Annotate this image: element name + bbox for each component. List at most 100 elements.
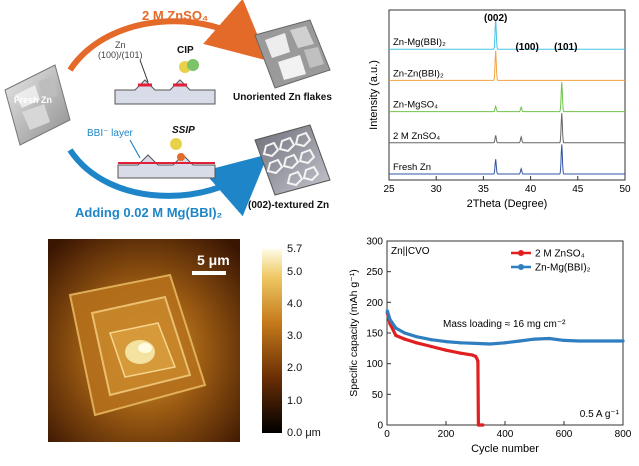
cycling-data-point: [488, 342, 492, 346]
xrd-x-tick-label: 50: [619, 184, 631, 195]
cycling-x-tick-label: 200: [438, 429, 455, 440]
cycling-data-point: [518, 339, 522, 343]
cycling-data-point: [473, 341, 478, 346]
xrd-x-tick-label: 35: [478, 184, 490, 195]
xrd-x-tick-label: 25: [383, 184, 395, 195]
cycling-data-point: [403, 331, 407, 335]
xrd-series-label: Zn-Zn(BBI)₂: [393, 68, 444, 79]
xrd-plot-frame: [388, 9, 626, 181]
colorbar-tick-label: 5.0: [287, 265, 303, 278]
colorbar-tick-label: 3.0: [287, 330, 303, 343]
colorbar-tick-label: 4.0: [287, 297, 303, 310]
cycling-x-tick-label: 600: [556, 429, 573, 440]
xrd-chart: 25 30 35 40 45 50 2Theta (Degree) Intensity (a.…: [368, 9, 631, 210]
xrd-x-tick-label: 30: [431, 184, 443, 195]
afm-panel: [48, 239, 282, 442]
bottom-condition-label: Adding 0.02 M Mg(BBI)₂: [75, 205, 223, 220]
cycling-data-point: [444, 339, 448, 344]
xrd-series-line: [389, 19, 625, 50]
cycling-data-point: [470, 353, 475, 357]
xrd-series-label: Zn-Mg(BBI)₂: [393, 37, 446, 48]
bbi-layer-label: BBI⁻ layer: [87, 128, 133, 139]
bottom-substrate-diagram: [117, 138, 216, 179]
cycling-data-point: [444, 348, 448, 352]
cycling-title: Zn||CVO: [391, 246, 430, 257]
cycling-data-point: [547, 336, 551, 341]
ssip-label: SSIP: [172, 125, 195, 136]
afm-scale-bar-label: 5 μm: [197, 252, 230, 268]
cycling-data-point: [459, 341, 463, 345]
xrd-x-tick-label: 45: [572, 184, 584, 195]
xrd-y-axis-label: Intensity (a.u.): [368, 60, 380, 130]
cycling-data-point: [562, 338, 566, 342]
cycling-x-tick-label: 400: [497, 429, 514, 440]
top-pathway-arrow: [67, 0, 269, 72]
cycling-data-point: [606, 339, 610, 343]
afm-image: [48, 239, 240, 442]
cycling-chart: 0 200 400 600 800 0 50 100 150 200 250 300 Cycle num…: [348, 237, 632, 456]
cycling-data-point: [621, 339, 625, 343]
cycling-y-tick-label: 150: [366, 329, 383, 340]
cycling-data-point: [394, 333, 398, 338]
cycling-y-tick-label: 0: [377, 421, 383, 432]
cycling-data-point: [481, 423, 485, 427]
cycling-data-point: [473, 354, 478, 358]
bottom-pathway-arrow: [67, 148, 269, 217]
cycling-annotation-loading: Mass loading ≈ 16 mg cm⁻²: [443, 319, 566, 330]
xrd-series-line: [389, 50, 625, 81]
xrd-x-axis-label: 2Theta (Degree): [467, 198, 548, 210]
cycling-data-point: [475, 357, 479, 361]
xrd-series-label: Zn-MgSO₄: [393, 100, 438, 111]
schematic-panel: [4, 0, 331, 217]
cycling-x-axis-label: Cycle number: [471, 443, 539, 455]
cycling-data-point: [403, 337, 407, 341]
xrd-peak-label: (101): [554, 42, 577, 53]
colorbar-tick-label: 1.0: [287, 394, 303, 407]
cycling-legend-marker: [518, 264, 524, 270]
top-condition-label: 2 M ZnSO₄: [142, 8, 209, 23]
cycling-data-point: [388, 317, 392, 322]
cycling-data-point: [476, 359, 480, 363]
fresh-zn-image: [4, 64, 71, 146]
zn-planes-label: Zn (100)/(101): [98, 40, 143, 60]
cycling-y-tick-label: 250: [366, 267, 383, 278]
cycling-data-point: [532, 337, 537, 341]
xrd-x-tick-label: 40: [525, 184, 537, 195]
xrd-series-line: [389, 113, 625, 144]
xrd-peak-label: (100): [515, 42, 538, 53]
cycling-data-point: [414, 341, 419, 345]
colorbar-tick-label: 0.0 μm: [287, 427, 321, 439]
cycling-data-point: [577, 339, 581, 343]
cycling-data-point: [459, 351, 463, 355]
cycling-legend-label: Zn-Mg(BBI)₂: [535, 263, 591, 274]
cycling-data-point: [503, 341, 507, 345]
cycling-data-point: [394, 326, 398, 330]
xrd-series-label: Fresh Zn: [393, 162, 431, 173]
colorbar-tick-label: 2.0: [287, 362, 303, 375]
cip-label: CIP: [177, 45, 194, 56]
textured-zn-image: [254, 124, 331, 196]
fresh-zn-label: Fresh Zn: [14, 95, 53, 105]
cycling-y-tick-label: 100: [366, 359, 383, 370]
unoriented-flakes-image: [254, 19, 331, 89]
xrd-peak-label: (002): [484, 13, 507, 24]
cycling-y-tick-label: 300: [366, 237, 383, 248]
cycling-data-point: [385, 309, 389, 313]
cycling-data-point: [414, 335, 419, 339]
xrd-series-line: [389, 81, 625, 113]
cycling-annotation-rate: 0.5 A g⁻¹: [580, 409, 620, 420]
cycling-y-axis-label: Specific capacity (mAh g⁻¹): [348, 269, 360, 397]
cycling-y-tick-label: 200: [366, 298, 383, 309]
cycling-data-point: [429, 344, 433, 349]
unoriented-flakes-label: Unoriented Zn flakes: [233, 92, 332, 103]
cycling-legend-marker: [518, 250, 524, 256]
xrd-series-line: [389, 144, 625, 175]
cycling-x-tick-label: 0: [384, 429, 390, 440]
cycling-data-point: [591, 339, 596, 343]
top-substrate-diagram: [114, 59, 216, 105]
textured-zn-label: (002)-textured Zn: [248, 200, 330, 211]
colorbar-tick-label: 5.7: [287, 243, 303, 255]
cycling-data-point: [429, 338, 433, 342]
cycling-x-tick-label: 800: [615, 429, 632, 440]
xrd-series-label: 2 M ZnSO₄: [393, 131, 440, 142]
